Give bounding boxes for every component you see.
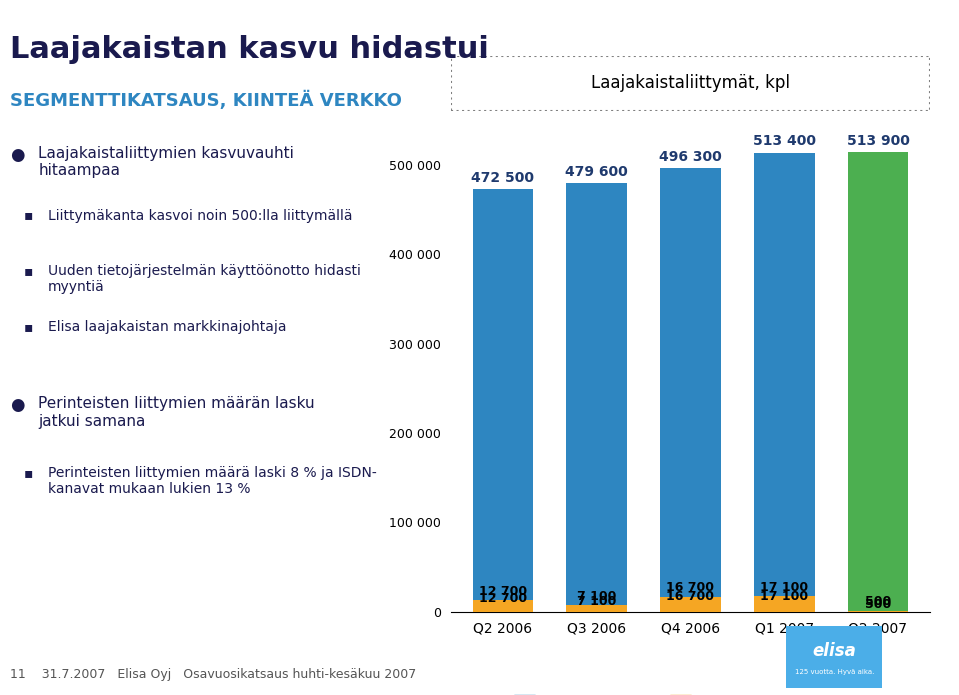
Bar	[848, 152, 908, 611]
Text: 513 400: 513 400	[753, 134, 816, 148]
Text: SEGMENTTIKATSAUS, KIINTEÄ VERKKO: SEGMENTTIKATSAUS, KIINTEÄ VERKKO	[10, 90, 402, 110]
Text: 11    31.7.2007   Elisa Oyj   Osavuosikatsaus huhti-kesäkuu 2007: 11 31.7.2007 Elisa Oyj Osavuosikatsaus h…	[10, 668, 416, 681]
Text: 12 700: 12 700	[479, 592, 527, 605]
Bar	[473, 190, 533, 600]
Text: elisa: elisa	[812, 641, 856, 660]
Text: 125 vuotta. Hyvä aika.: 125 vuotta. Hyvä aika.	[795, 669, 874, 676]
Text: 7 100: 7 100	[577, 595, 617, 608]
Text: ▪: ▪	[24, 208, 34, 222]
Bar	[754, 596, 815, 612]
Text: 472 500: 472 500	[472, 171, 534, 185]
Text: ●: ●	[10, 146, 24, 164]
Bar	[566, 605, 627, 612]
Legend: Liittymäkanta, Liittymäkannan muutos: Liittymäkanta, Liittymäkannan muutos	[508, 689, 873, 695]
Text: Uuden tietojärjestelmän käyttöönotto hidasti
myyntiä: Uuden tietojärjestelmän käyttöönotto hid…	[48, 264, 361, 294]
Text: 500: 500	[865, 598, 891, 612]
Bar	[660, 168, 721, 597]
Text: 12 700: 12 700	[479, 584, 527, 598]
Text: 16 700: 16 700	[667, 590, 714, 603]
Bar	[473, 600, 533, 612]
Text: ●: ●	[10, 396, 24, 414]
Text: ▪: ▪	[24, 466, 34, 480]
Text: 17 100: 17 100	[760, 580, 808, 594]
Text: 17 100: 17 100	[760, 590, 808, 603]
Text: 7 100: 7 100	[577, 589, 617, 603]
Text: Laajakaistaliittymät, kpl: Laajakaistaliittymät, kpl	[591, 74, 790, 92]
Text: 479 600: 479 600	[566, 165, 628, 179]
Text: ▪: ▪	[24, 320, 34, 334]
Bar	[754, 153, 815, 596]
Text: 496 300: 496 300	[659, 149, 722, 163]
Text: ▪: ▪	[24, 264, 34, 278]
Text: 16 700: 16 700	[667, 581, 714, 594]
Text: 500: 500	[865, 596, 891, 609]
Bar	[566, 183, 627, 605]
Text: Laajakaistan kasvu hidastui: Laajakaistan kasvu hidastui	[10, 35, 488, 64]
Text: Elisa laajakaistan markkinajohtaja: Elisa laajakaistan markkinajohtaja	[48, 320, 287, 334]
Text: Laajakaistaliittymien kasvuvauhti
hitaampaa: Laajakaistaliittymien kasvuvauhti hitaam…	[38, 146, 294, 179]
Bar	[660, 597, 721, 612]
FancyBboxPatch shape	[782, 623, 887, 691]
Text: Liittymäkanta kasvoi noin 500:lla liittymällä: Liittymäkanta kasvoi noin 500:lla liitty…	[48, 208, 353, 222]
Text: Perinteisten liittymien määrä laski 8 % ja ISDN-
kanavat mukaan lukien 13 %: Perinteisten liittymien määrä laski 8 % …	[48, 466, 377, 496]
Text: 513 900: 513 900	[847, 134, 909, 148]
Text: Perinteisten liittymien määrän lasku
jatkui samana: Perinteisten liittymien määrän lasku jat…	[38, 396, 315, 429]
